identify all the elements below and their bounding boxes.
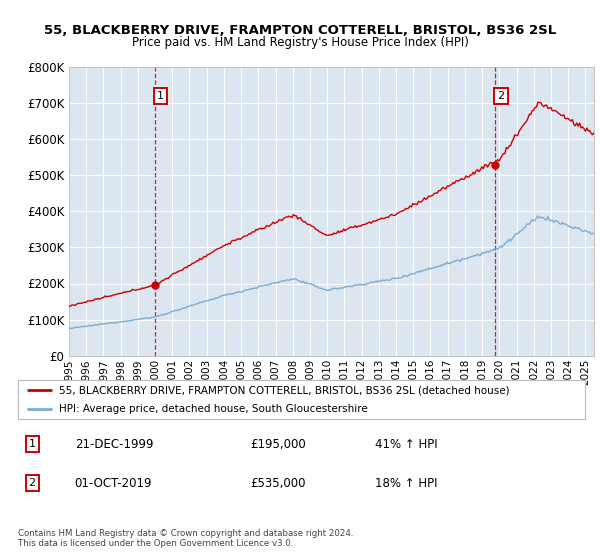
Text: 01-OCT-2019: 01-OCT-2019 — [75, 477, 152, 489]
Text: 2: 2 — [497, 91, 505, 101]
Text: £195,000: £195,000 — [250, 438, 306, 451]
Text: 41% ↑ HPI: 41% ↑ HPI — [375, 438, 438, 451]
Text: 55, BLACKBERRY DRIVE, FRAMPTON COTTERELL, BRISTOL, BS36 2SL (detached house): 55, BLACKBERRY DRIVE, FRAMPTON COTTERELL… — [59, 385, 509, 395]
Text: 2: 2 — [29, 478, 36, 488]
Text: This data is licensed under the Open Government Licence v3.0.: This data is licensed under the Open Gov… — [18, 539, 293, 548]
Text: £535,000: £535,000 — [250, 477, 306, 489]
Text: 18% ↑ HPI: 18% ↑ HPI — [375, 477, 438, 489]
Text: Contains HM Land Registry data © Crown copyright and database right 2024.: Contains HM Land Registry data © Crown c… — [18, 529, 353, 538]
Text: Price paid vs. HM Land Registry's House Price Index (HPI): Price paid vs. HM Land Registry's House … — [131, 36, 469, 49]
Text: HPI: Average price, detached house, South Gloucestershire: HPI: Average price, detached house, Sout… — [59, 404, 368, 414]
Text: 55, BLACKBERRY DRIVE, FRAMPTON COTTERELL, BRISTOL, BS36 2SL: 55, BLACKBERRY DRIVE, FRAMPTON COTTERELL… — [44, 24, 556, 37]
Text: 1: 1 — [157, 91, 164, 101]
Text: 1: 1 — [29, 439, 35, 449]
Text: 21-DEC-1999: 21-DEC-1999 — [75, 438, 153, 451]
